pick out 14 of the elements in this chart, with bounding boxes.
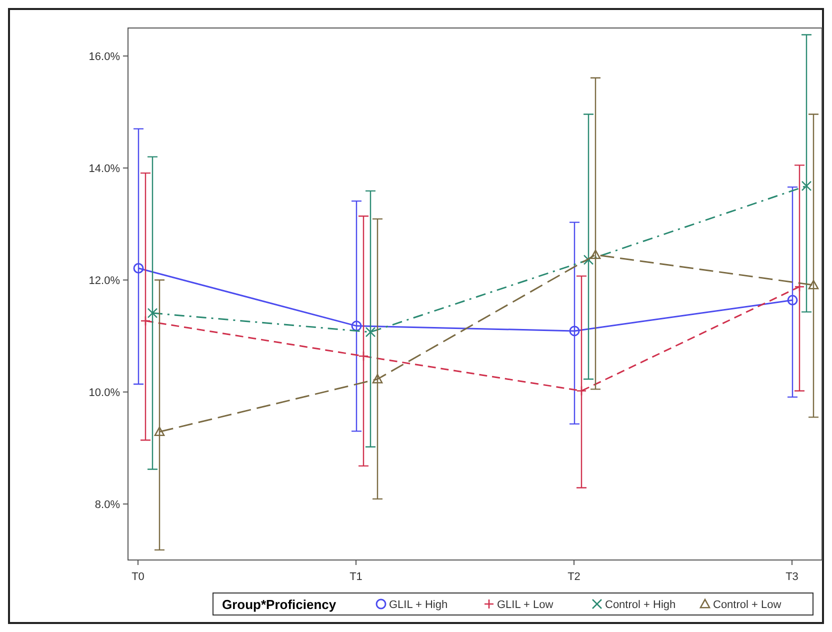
legend-label: Control + Low (713, 599, 782, 611)
x-tick-label: T1 (350, 571, 362, 583)
y-tick-label: 12.0% (88, 275, 120, 287)
legend-label: GLIL + High (389, 599, 448, 611)
legend-label: Control + High (605, 599, 676, 611)
legend-label: GLIL + Low (497, 599, 554, 611)
y-tick-label: 8.0% (94, 499, 120, 511)
y-tick-label: 10.0% (88, 387, 120, 399)
x-tick-label: T3 (786, 571, 798, 583)
x-tick-label: T2 (568, 571, 580, 583)
y-tick-label: 14.0% (88, 163, 120, 175)
x-tick-label: T0 (132, 571, 144, 583)
y-tick-label: 16.0% (88, 51, 120, 63)
legend-title: Group*Proficiency (222, 597, 337, 612)
